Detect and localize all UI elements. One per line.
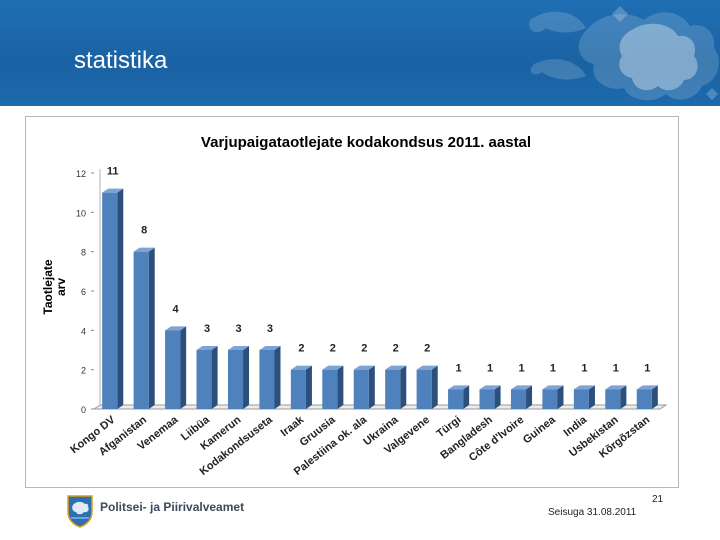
bar-top [353,365,375,370]
data-label: 1 [456,362,462,374]
y-tick-label: 4 [81,326,86,336]
bar-top [165,326,187,331]
bar-side [274,346,281,409]
bar-top [636,385,658,390]
data-label: 8 [141,225,147,237]
bar [573,389,589,409]
data-label: 3 [267,323,273,335]
bar [133,251,149,409]
y-tick-label: 12 [76,169,86,179]
data-label: 4 [173,303,180,315]
bar [448,389,464,409]
bar-side [117,188,124,409]
bar [353,369,369,409]
bar-top [416,365,438,370]
bar [542,389,558,409]
bar-side [243,346,250,409]
data-label: 2 [330,343,336,355]
bar-side [337,365,344,409]
police-crest-icon [67,495,93,528]
bar-top [573,385,595,390]
y-axis-label-line-2: arv [54,278,68,296]
bar-side [305,365,312,409]
bar-top [510,385,533,390]
data-label: 1 [487,362,493,374]
bar-side [557,385,564,409]
bar-side [148,247,155,409]
bar-side [211,346,218,409]
bar-side [431,365,438,409]
bar [385,369,401,409]
data-label: 1 [644,362,650,374]
bar-top [102,188,124,193]
data-label: 1 [613,362,619,374]
heraldic-lion-icon [529,6,719,101]
data-label: 1 [550,362,556,374]
bar-top [479,385,501,390]
footer-date: Seisuga 31.08.2011 [548,507,637,518]
bar-top [605,385,627,390]
data-label: 2 [424,343,430,355]
category-label: Côte d'Ivoire [467,414,527,464]
y-tick-label: 10 [76,208,86,218]
data-label: 1 [518,362,524,374]
bar-side [400,365,407,409]
y-tick-label: 8 [81,248,86,258]
bar-top [290,365,312,370]
bar-top [259,346,281,350]
y-tick-label: 2 [81,366,86,376]
data-label: 2 [361,343,367,355]
bar-chart: Varjupaigataotlejate kodakondsus 2011. a… [41,134,668,478]
bar [196,350,212,409]
bar-top [448,385,470,390]
bar-side [463,385,470,409]
bar [290,369,306,409]
chart-frame: Varjupaigataotlejate kodakondsus 2011. a… [25,116,679,488]
bar-side [588,385,595,409]
bar [416,369,432,409]
bar [227,350,244,409]
bar-side [526,385,533,409]
bar [322,369,338,409]
data-label: 3 [235,323,241,335]
bar-top [385,365,407,370]
bar-top [196,346,218,350]
chart-title: Varjupaigataotlejate kodakondsus 2011. a… [201,134,531,151]
y-axis-label-line-1: Taotlejate [41,259,55,314]
bar [605,389,621,409]
y-tick-label: 6 [81,287,86,297]
slide-header: statistika [0,0,720,106]
bar-side [651,385,658,409]
bar [259,350,275,409]
bar [479,389,495,409]
bar-side [368,365,375,409]
bar [636,389,652,409]
bar-top [227,346,250,350]
bar-side [494,385,501,409]
bar [102,192,118,409]
footer-organization: Politsei- ja Piirivalveamet [100,500,245,514]
bar-top [133,247,155,252]
category-label: Guinea [521,413,558,446]
y-tick-label: 0 [81,405,86,415]
bar-side [620,385,627,409]
data-label: 2 [298,343,304,355]
data-label: 11 [107,166,119,178]
data-label: 2 [393,343,399,355]
data-label: 3 [204,323,210,335]
bar-side [180,326,187,409]
bar [510,389,527,409]
bar-top [322,365,344,370]
slide-title: statistika [74,47,168,74]
slide-number: 21 [652,494,664,505]
y-axis-label: Taotlejate arv [41,259,68,314]
bar [165,330,181,409]
data-label: 1 [581,362,587,374]
bar-top [542,385,564,390]
